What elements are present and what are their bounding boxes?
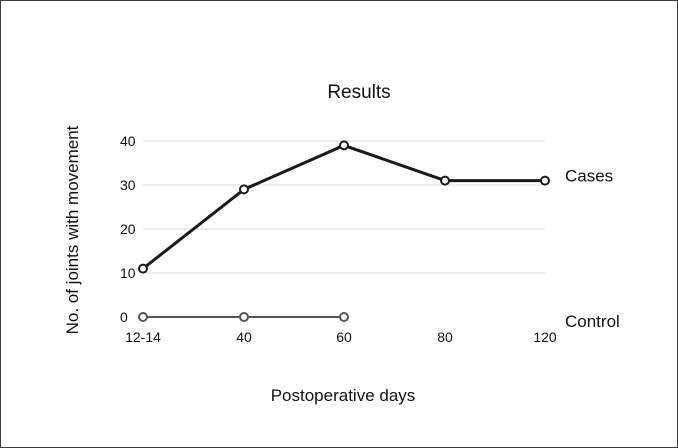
y-tick-labels: 0 10 20 30 40: [120, 133, 136, 325]
series-lines: [143, 145, 545, 317]
x-tick-labels: 12-14 40 60 80 120: [125, 329, 557, 345]
x-tick-label: 40: [236, 329, 252, 345]
series-label-cases: Cases: [565, 167, 613, 186]
data-point-cases: [541, 177, 549, 185]
y-tick-label: 20: [120, 221, 136, 237]
data-point-control: [240, 313, 248, 321]
y-tick-label: 40: [120, 133, 136, 149]
data-point-control: [340, 313, 348, 321]
series-points: [139, 141, 549, 321]
series-labels: Cases Control: [565, 167, 620, 331]
y-tick-label: 10: [120, 265, 136, 281]
y-tick-label: 30: [120, 177, 136, 193]
series-line-cases: [143, 145, 545, 268]
x-tick-label: 120: [533, 329, 557, 345]
x-axis-title: Postoperative days: [271, 386, 416, 405]
data-point-cases: [441, 177, 449, 185]
data-point-control: [139, 313, 147, 321]
series-label-control: Control: [565, 312, 620, 331]
x-tick-label: 80: [437, 329, 453, 345]
data-point-cases: [340, 141, 348, 149]
data-point-cases: [139, 265, 147, 273]
y-tick-label: 0: [120, 309, 128, 325]
x-tick-label: 12-14: [125, 329, 161, 345]
x-tick-label: 60: [336, 329, 352, 345]
gridlines: [143, 141, 545, 273]
chart-title: Results: [327, 82, 390, 103]
y-axis-title: No. of joints with movement: [63, 125, 82, 334]
data-point-cases: [240, 185, 248, 193]
